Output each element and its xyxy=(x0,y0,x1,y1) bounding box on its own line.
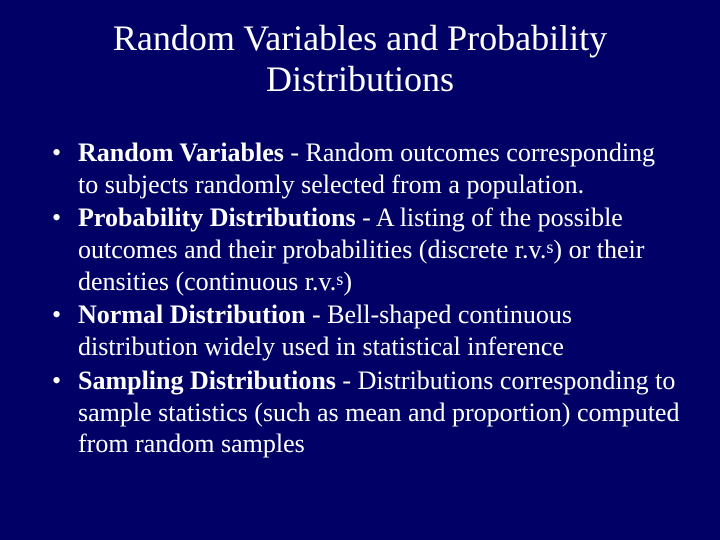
slide: Random Variables and Probability Distrib… xyxy=(0,0,720,540)
term-description: ) xyxy=(343,267,352,296)
term-label: Normal Distribution xyxy=(78,300,306,329)
list-item: Probability Distributions - A listing of… xyxy=(52,202,680,297)
term-label: Random Variables xyxy=(78,138,284,167)
superscript: s xyxy=(546,237,553,257)
term-label: Probability Distributions xyxy=(78,203,356,232)
slide-title: Random Variables and Probability Distrib… xyxy=(40,18,680,101)
bullet-list: Random Variables - Random outcomes corre… xyxy=(40,137,680,460)
list-item: Normal Distribution - Bell-shaped contin… xyxy=(52,299,680,362)
list-item: Sampling Distributions - Distributions c… xyxy=(52,365,680,460)
list-item: Random Variables - Random outcomes corre… xyxy=(52,137,680,200)
superscript: s xyxy=(336,269,343,289)
term-label: Sampling Distributions xyxy=(78,366,336,395)
